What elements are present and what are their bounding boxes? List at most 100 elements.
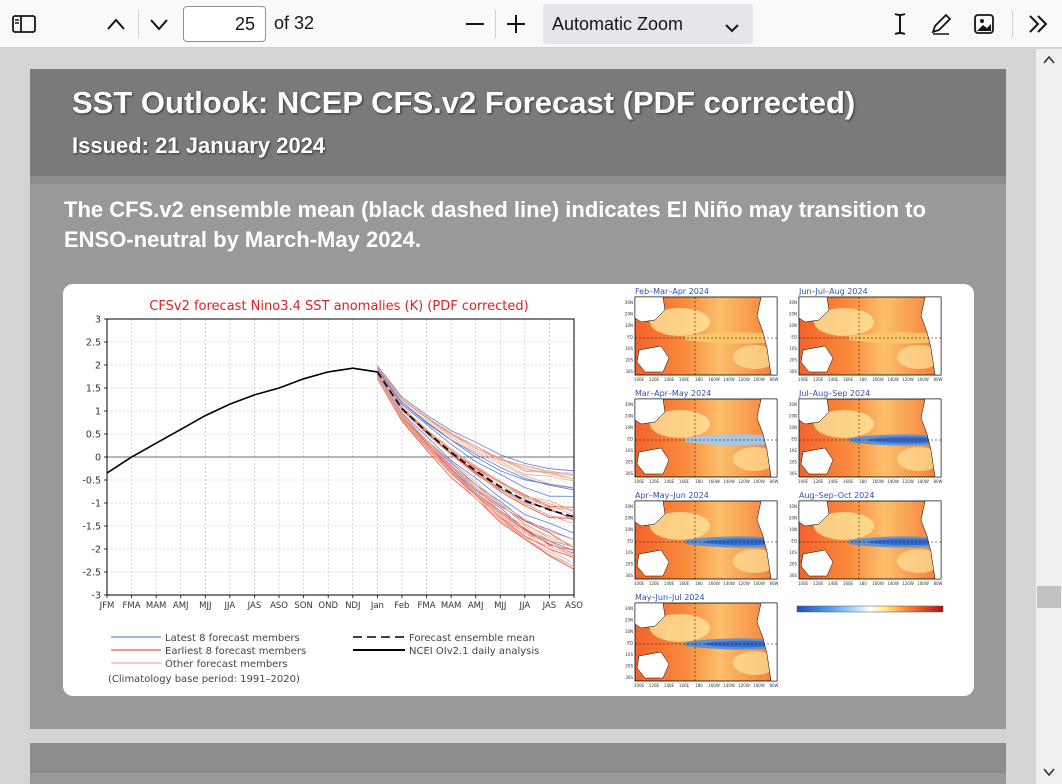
map-lon-label: 160E (679, 683, 690, 688)
equatorial-tongue (685, 332, 775, 344)
map-lat-label: 10S (789, 448, 797, 453)
map-panel-label: Jul–Aug–Sep 2024 (798, 389, 870, 398)
map-lon-label: 80W (933, 581, 942, 586)
toolbar-divider (495, 10, 496, 38)
map-panel-label: May–Jun–Jul 2024 (635, 593, 705, 602)
map-lon-label: 100W (753, 683, 765, 688)
map-lon-label: 120W (738, 479, 750, 484)
map-lon-label: 100W (753, 377, 765, 382)
map-lat-label: 20S (789, 460, 797, 465)
zoom-in-button[interactable] (503, 10, 529, 38)
map-lat-label: 20S (625, 358, 633, 363)
map-lon-label: 120E (813, 581, 824, 586)
map-lat-label: 10S (789, 550, 797, 555)
nino34-plume-chart: CFSv2 forecast Nino3.4 SST anomalies (K)… (82, 299, 583, 685)
vertical-scrollbar[interactable] (1036, 49, 1062, 784)
map-lat-label: EQ (627, 641, 633, 646)
map-lon-label: 180 (859, 479, 867, 484)
map-lat-label: 10S (789, 346, 797, 351)
map-lon-label: 80W (769, 581, 778, 586)
map-lon-label: 100W (917, 581, 929, 586)
x-tick-label: FMA (123, 601, 141, 611)
map-lon-label: 100E (798, 377, 809, 382)
ensemble-mean-line (376, 371, 575, 518)
map-lat-label: 10S (625, 652, 633, 657)
map-lat-label: 10N (625, 527, 633, 532)
forecast-member-line (377, 374, 575, 540)
forecast-member-line (377, 366, 575, 477)
map-lat-label: 20N (789, 414, 797, 419)
land-asia (634, 398, 666, 425)
observed-analysis-line (106, 367, 378, 474)
page-number-input[interactable] (183, 6, 266, 42)
scroll-thumb[interactable] (1037, 586, 1061, 608)
map-lon-label: 160W (872, 479, 884, 484)
x-tick-label: JAS (247, 601, 262, 611)
map-lat-label: 20N (789, 312, 797, 317)
map-lat-label: 20N (789, 516, 797, 521)
land-australia (800, 345, 834, 373)
forecast-member-line (377, 367, 575, 488)
pdf-page: SST Outlook: NCEP CFS.v2 Forecast (PDF c… (30, 69, 1006, 729)
map-lon-label: 140W (723, 479, 735, 484)
map-lon-label: 100E (634, 479, 645, 484)
map-lon-label: 160E (679, 479, 690, 484)
map-lon-label: 180 (695, 683, 703, 688)
scroll-down-arrow-icon[interactable] (1041, 765, 1057, 779)
forecast-member-line (377, 375, 575, 549)
x-tick-label: Jan (370, 601, 384, 611)
double-chevron-right-icon[interactable] (1024, 10, 1052, 38)
map-lat-label: EQ (627, 437, 633, 442)
map-lon-label: 120E (813, 377, 824, 382)
document-viewer[interactable]: SST Outlook: NCEP CFS.v2 Forecast (PDF c… (0, 49, 1036, 784)
map-lon-label: 120W (738, 581, 750, 586)
map-lon-label: 160W (708, 377, 720, 382)
map-lat-label: 20S (789, 358, 797, 363)
map-lat-label: 30S (625, 369, 633, 374)
zoom-select[interactable]: Automatic Zoom (543, 4, 753, 44)
y-tick-label: 3 (95, 315, 101, 326)
sst-patch (733, 345, 777, 369)
next-page-button[interactable] (145, 10, 173, 38)
land-asia (798, 398, 830, 425)
draw-pen-icon[interactable] (928, 10, 954, 38)
legend-mean: Forecast ensemble mean (409, 633, 535, 644)
x-tick-label: MAM (146, 601, 166, 611)
map-lon-label: 160E (843, 479, 854, 484)
zoom-out-button[interactable] (462, 10, 488, 38)
map-lat-label: EQ (627, 335, 633, 340)
land-australia (636, 345, 670, 373)
land-americas (756, 500, 778, 580)
map-lon-label: 120E (649, 581, 660, 586)
add-image-icon[interactable] (971, 10, 997, 38)
map-lon-label: 160W (708, 479, 720, 484)
forecast-member-line (377, 371, 575, 516)
colorbar (796, 605, 944, 613)
map-lon-label: 140E (828, 581, 839, 586)
sidebar-toggle-icon[interactable] (9, 12, 39, 36)
map-lat-label: 10N (625, 629, 633, 634)
map-lon-label: 120E (649, 377, 660, 382)
map-panel-label: Apr–May–Jun 2024 (635, 491, 709, 500)
y-tick-label: 2.5 (86, 338, 101, 349)
x-tick-label: NDJ (345, 601, 360, 611)
scroll-up-arrow-icon[interactable] (1041, 53, 1057, 67)
land-americas (756, 398, 778, 478)
map-lat-label: EQ (791, 335, 797, 340)
legend-obs: NCEI OIv2.1 daily analysis (409, 646, 539, 657)
land-asia (798, 500, 830, 527)
map-lon-label: 140E (828, 377, 839, 382)
next-pdf-page (30, 743, 1006, 784)
x-tick-label: OND (318, 601, 338, 611)
text-cursor-icon[interactable] (888, 10, 912, 38)
land-americas (756, 296, 778, 376)
map-lat-label: 30N (789, 504, 797, 509)
map-panel-label: Jun–Jul–Aug 2024 (798, 287, 868, 296)
previous-page-button[interactable] (102, 10, 130, 38)
map-lat-label: 30N (625, 300, 633, 305)
sst-patch (733, 549, 777, 573)
sst-patch (733, 447, 777, 471)
